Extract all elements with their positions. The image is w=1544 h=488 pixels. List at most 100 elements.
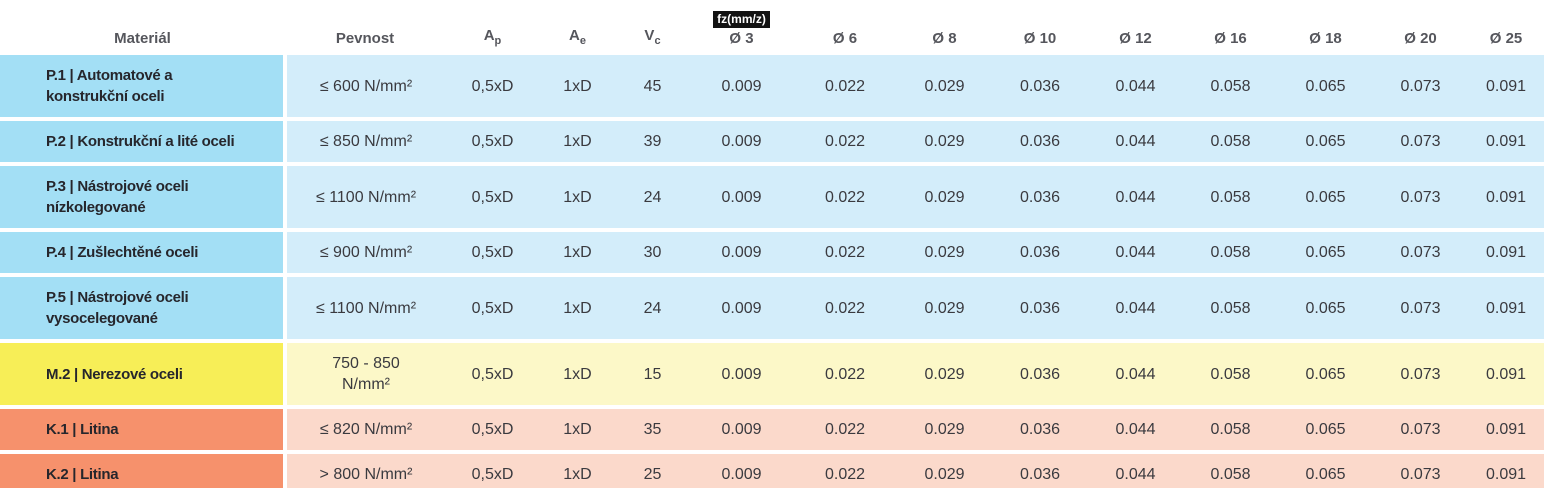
fz-cell: 0.073 <box>1373 55 1468 121</box>
fz-cell: 0.073 <box>1373 275 1468 343</box>
fz-cell: 0.065 <box>1278 407 1373 454</box>
vc-cell: 45 <box>615 55 690 121</box>
ap-cell: 0,5xD <box>445 230 540 277</box>
ap-cell: 0,5xD <box>445 119 540 166</box>
pevnost-cell: ≤ 900 N/mm² <box>285 230 445 277</box>
vc-cell: 35 <box>615 407 690 454</box>
pevnost-cell: 750 - 850 N/mm² <box>285 341 445 409</box>
header-row: Materiál Pevnost Ap Ae Vc fz(mm/z) Ø 3 Ø … <box>0 0 1544 55</box>
pevnost-cell: ≤ 1100 N/mm² <box>285 164 445 232</box>
material-cell: P.1 | Automatové a konstrukční oceli <box>0 55 287 121</box>
fz-cell: 0.036 <box>992 164 1088 232</box>
fz-cell: 0.091 <box>1468 407 1544 454</box>
fz-cell: 0.029 <box>897 341 992 409</box>
ae-cell: 1xD <box>540 55 615 121</box>
fz-cell: 0.044 <box>1088 275 1183 343</box>
header-d25: Ø 25 <box>1468 0 1544 55</box>
material-cell: M.2 | Nerezové oceli <box>0 341 287 409</box>
header-ap: Ap <box>445 0 540 55</box>
fz-cell: 0.009 <box>690 341 793 409</box>
ae-cell: 1xD <box>540 119 615 166</box>
table-row: P.1 | Automatové a konstrukční oceli ≤ 6… <box>0 55 1544 121</box>
header-ae-label: A <box>569 27 580 44</box>
fz-cell: 0.022 <box>793 341 897 409</box>
fz-cell: 0.022 <box>793 119 897 166</box>
fz-cell: 0.044 <box>1088 230 1183 277</box>
header-d10: Ø 10 <box>992 0 1088 55</box>
fz-cell: 0.065 <box>1278 452 1373 488</box>
material-cell: P.5 | Nástrojové oceli vysocelegované <box>0 275 287 343</box>
fz-cell: 0.029 <box>897 55 992 121</box>
ae-cell: 1xD <box>540 164 615 232</box>
table-row: P.5 | Nástrojové oceli vysocelegované ≤ … <box>0 275 1544 343</box>
fz-cell: 0.009 <box>690 230 793 277</box>
material-cell: K.2 | Litina <box>0 452 287 488</box>
table-row: M.2 | Nerezové oceli 750 - 850 N/mm² 0,5… <box>0 341 1544 409</box>
header-d20: Ø 20 <box>1373 0 1468 55</box>
fz-cell: 0.036 <box>992 55 1088 121</box>
header-ap-sub: p <box>494 35 502 47</box>
fz-cell: 0.022 <box>793 164 897 232</box>
material-cell: K.1 | Litina <box>0 407 287 454</box>
fz-cell: 0.091 <box>1468 55 1544 121</box>
fz-cell: 0.073 <box>1373 230 1468 277</box>
pevnost-cell: ≤ 600 N/mm² <box>285 55 445 121</box>
vc-cell: 30 <box>615 230 690 277</box>
fz-cell: 0.065 <box>1278 55 1373 121</box>
fz-cell: 0.091 <box>1468 452 1544 488</box>
fz-cell: 0.044 <box>1088 341 1183 409</box>
header-pevnost: Pevnost <box>285 0 445 55</box>
fz-cell: 0.022 <box>793 452 897 488</box>
header-vc-sub: c <box>654 35 661 47</box>
header-d8: Ø 8 <box>897 0 992 55</box>
fz-cell: 0.073 <box>1373 407 1468 454</box>
ap-cell: 0,5xD <box>445 275 540 343</box>
fz-cell: 0.073 <box>1373 119 1468 166</box>
pevnost-cell: > 800 N/mm² <box>285 452 445 488</box>
fz-cell: 0.029 <box>897 407 992 454</box>
fz-cell: 0.022 <box>793 55 897 121</box>
table-row: P.3 | Nástrojové oceli nízkolegované ≤ 1… <box>0 164 1544 232</box>
header-d6: Ø 6 <box>793 0 897 55</box>
fz-cell: 0.036 <box>992 119 1088 166</box>
fz-cell: 0.022 <box>793 275 897 343</box>
fz-cell: 0.073 <box>1373 452 1468 488</box>
table-row: K.2 | Litina > 800 N/mm² 0,5xD 1xD 25 0.… <box>0 452 1544 488</box>
fz-cell: 0.091 <box>1468 275 1544 343</box>
fz-cell: 0.044 <box>1088 407 1183 454</box>
table-body: P.1 | Automatové a konstrukční oceli ≤ 6… <box>0 55 1544 488</box>
ae-cell: 1xD <box>540 275 615 343</box>
ae-cell: 1xD <box>540 452 615 488</box>
vc-cell: 25 <box>615 452 690 488</box>
fz-cell: 0.065 <box>1278 275 1373 343</box>
fz-cell: 0.022 <box>793 407 897 454</box>
fz-cell: 0.009 <box>690 407 793 454</box>
header-material: Materiál <box>0 0 285 55</box>
header-ap-label: A <box>483 27 495 44</box>
table-row: P.2 | Konstrukční a lité oceli ≤ 850 N/m… <box>0 119 1544 166</box>
fz-cell: 0.036 <box>992 341 1088 409</box>
fz-cell: 0.073 <box>1373 341 1468 409</box>
header-d16: Ø 16 <box>1183 0 1278 55</box>
fz-cell: 0.058 <box>1183 275 1278 343</box>
header-d12: Ø 12 <box>1088 0 1183 55</box>
fz-cell: 0.036 <box>992 407 1088 454</box>
fz-unit-badge: fz(mm/z) <box>713 11 770 28</box>
ae-cell: 1xD <box>540 341 615 409</box>
material-cell: P.4 | Zušlechtěné oceli <box>0 230 287 277</box>
vc-cell: 15 <box>615 341 690 409</box>
fz-cell: 0.065 <box>1278 341 1373 409</box>
fz-cell: 0.058 <box>1183 230 1278 277</box>
fz-cell: 0.091 <box>1468 119 1544 166</box>
material-cell: P.2 | Konstrukční a lité oceli <box>0 119 287 166</box>
fz-cell: 0.044 <box>1088 119 1183 166</box>
vc-cell: 24 <box>615 164 690 232</box>
header-d3: fz(mm/z) Ø 3 <box>690 0 793 55</box>
fz-cell: 0.073 <box>1373 164 1468 232</box>
fz-cell: 0.009 <box>690 452 793 488</box>
ap-cell: 0,5xD <box>445 55 540 121</box>
ap-cell: 0,5xD <box>445 452 540 488</box>
fz-cell: 0.036 <box>992 452 1088 488</box>
